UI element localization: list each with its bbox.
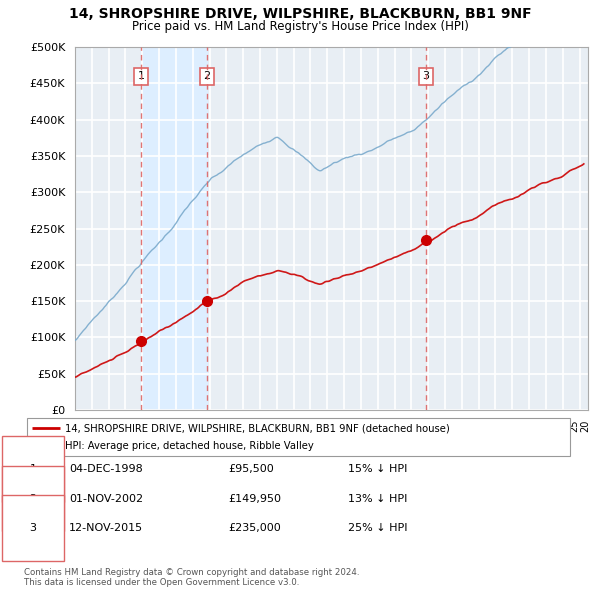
Text: 12-NOV-2015: 12-NOV-2015	[69, 523, 143, 533]
Text: 2: 2	[203, 71, 210, 81]
Text: 14, SHROPSHIRE DRIVE, WILPSHIRE, BLACKBURN, BB1 9NF (detached house): 14, SHROPSHIRE DRIVE, WILPSHIRE, BLACKBU…	[65, 424, 450, 434]
Text: Price paid vs. HM Land Registry's House Price Index (HPI): Price paid vs. HM Land Registry's House …	[131, 20, 469, 33]
FancyBboxPatch shape	[27, 418, 571, 457]
Text: HPI: Average price, detached house, Ribble Valley: HPI: Average price, detached house, Ribb…	[65, 441, 314, 451]
Text: 3: 3	[422, 71, 430, 81]
Text: £95,500: £95,500	[228, 464, 274, 474]
Text: 01-NOV-2002: 01-NOV-2002	[69, 494, 143, 503]
Text: 25% ↓ HPI: 25% ↓ HPI	[348, 523, 407, 533]
Text: 15% ↓ HPI: 15% ↓ HPI	[348, 464, 407, 474]
Text: Contains HM Land Registry data © Crown copyright and database right 2024.
This d: Contains HM Land Registry data © Crown c…	[24, 568, 359, 587]
Text: £235,000: £235,000	[228, 523, 281, 533]
Bar	[141, 47, 206, 410]
Text: 1: 1	[29, 464, 37, 474]
Text: 2: 2	[29, 494, 37, 503]
Text: 3: 3	[29, 523, 37, 533]
Text: 1: 1	[137, 71, 145, 81]
Text: 04-DEC-1998: 04-DEC-1998	[69, 464, 143, 474]
Text: 13% ↓ HPI: 13% ↓ HPI	[348, 494, 407, 503]
Text: 14, SHROPSHIRE DRIVE, WILPSHIRE, BLACKBURN, BB1 9NF: 14, SHROPSHIRE DRIVE, WILPSHIRE, BLACKBU…	[68, 7, 532, 21]
Text: £149,950: £149,950	[228, 494, 281, 503]
